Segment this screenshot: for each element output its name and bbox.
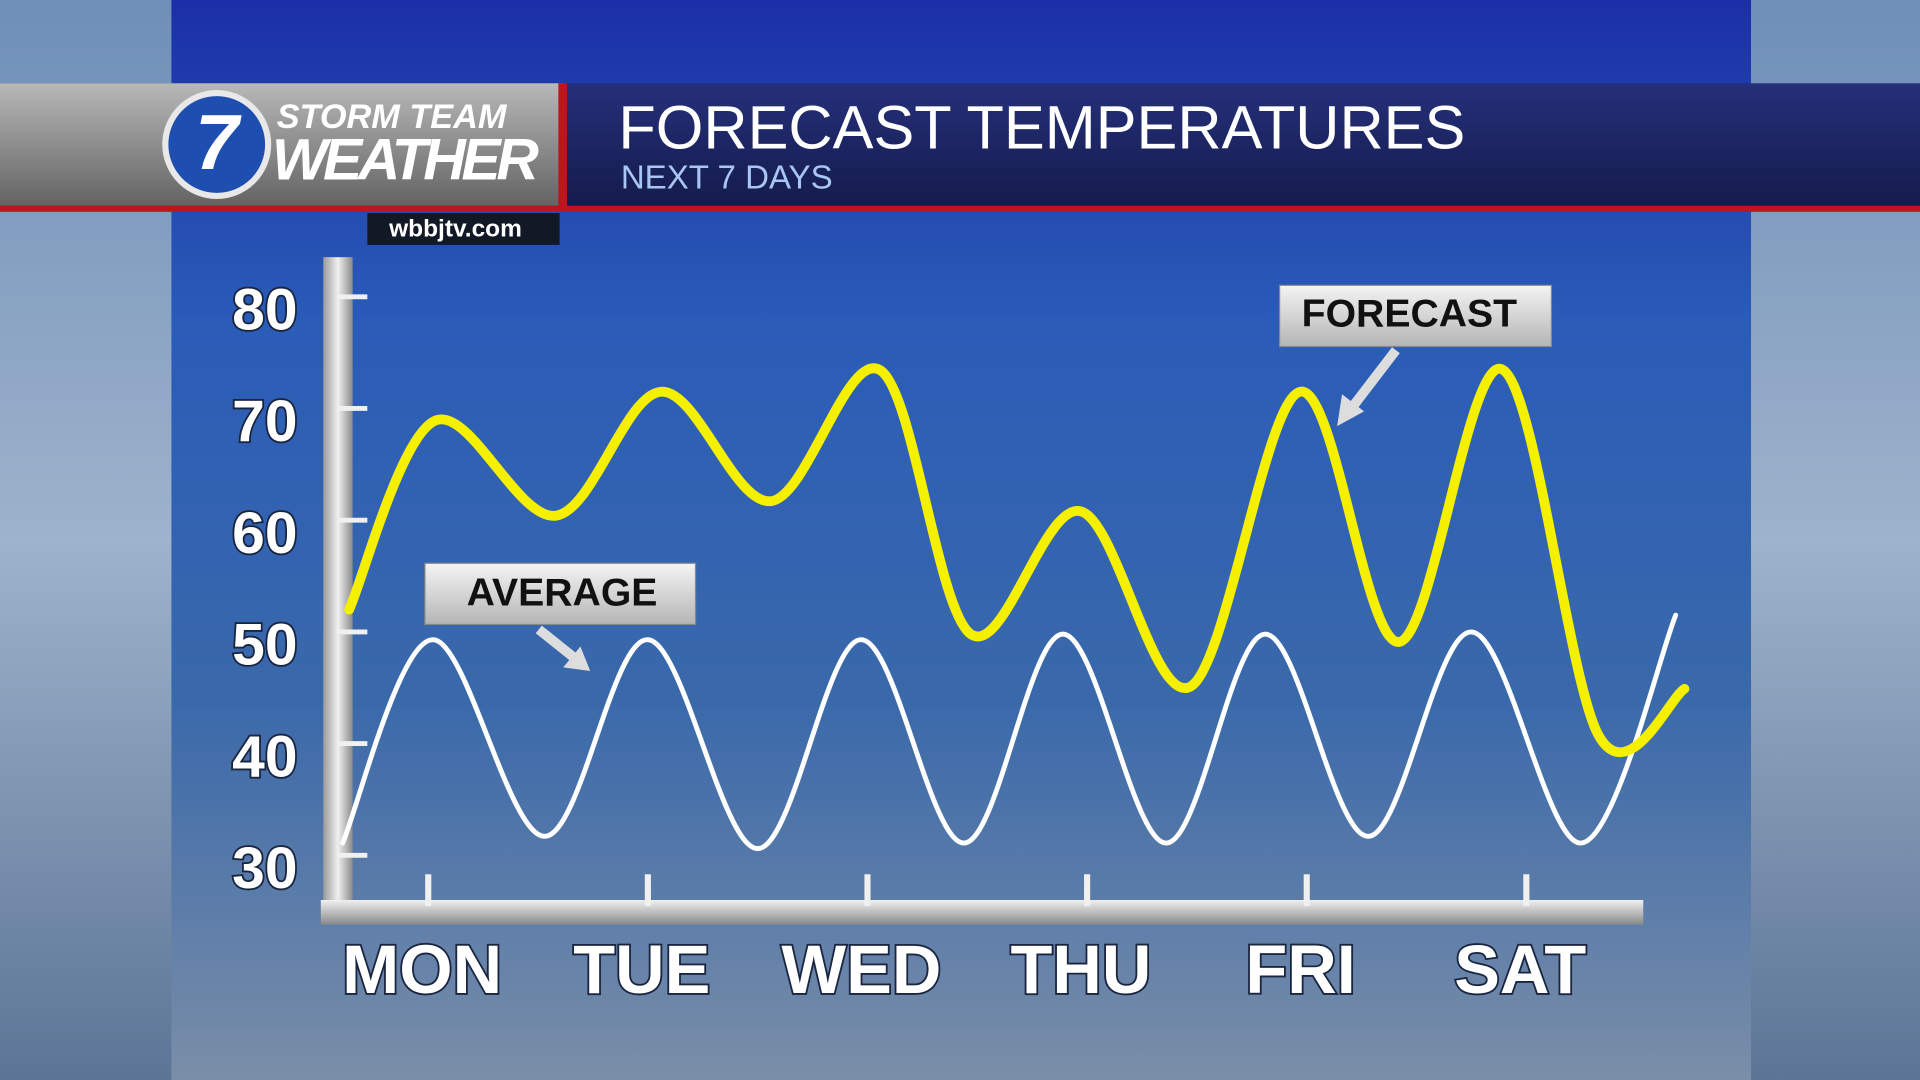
- y-tick-label: 50: [232, 613, 297, 678]
- y-tick-label: 70: [232, 389, 297, 454]
- y-axis-bar: [323, 257, 353, 904]
- callout-box: [424, 562, 697, 626]
- x-tick-label: FRI: [1245, 931, 1355, 1008]
- x-tick-label: SAT: [1454, 931, 1586, 1008]
- x-axis-bar: [320, 900, 1644, 925]
- logo-band: [0, 83, 564, 211]
- callout-box: [1278, 284, 1553, 348]
- website-strip: [367, 213, 560, 245]
- x-tick-label: TUE: [573, 931, 710, 1008]
- chart-subtitle: NEXT 7 DAYS: [621, 160, 833, 197]
- x-tick-label: THU: [1011, 931, 1152, 1008]
- y-tick-label: 60: [232, 501, 297, 566]
- website: wbbjtv.com: [388, 216, 522, 243]
- header-divider: [558, 83, 567, 211]
- series-line: [340, 612, 1679, 852]
- legend-label: AVERAGE: [467, 571, 658, 614]
- logo-line2: WEATHER: [272, 128, 539, 193]
- x-tick-label: MON: [342, 931, 502, 1008]
- header-rule: [0, 205, 1920, 212]
- callout-arrow: [1347, 347, 1400, 411]
- callout-arrowhead: [1337, 394, 1365, 427]
- x-tick-label: WED: [781, 931, 941, 1008]
- callout-arrow: [535, 625, 579, 663]
- y-tick-label: 30: [232, 836, 297, 901]
- legend-label: FORECAST: [1302, 292, 1518, 335]
- chart-title: FORECAST TEMPERATURES: [618, 93, 1465, 161]
- y-tick-label: 40: [232, 724, 297, 789]
- logo-circle: [162, 90, 272, 199]
- callout-arrowhead: [563, 646, 591, 672]
- y-tick-label: 80: [232, 277, 297, 342]
- logo-line1: STORM TEAM: [277, 98, 508, 136]
- logo-number: 7: [195, 98, 242, 186]
- series-line: [344, 363, 1690, 758]
- plot-area: 30 40 50 60 70 80 MON TUE WED THU FRI SAT: [230, 276, 1690, 1010]
